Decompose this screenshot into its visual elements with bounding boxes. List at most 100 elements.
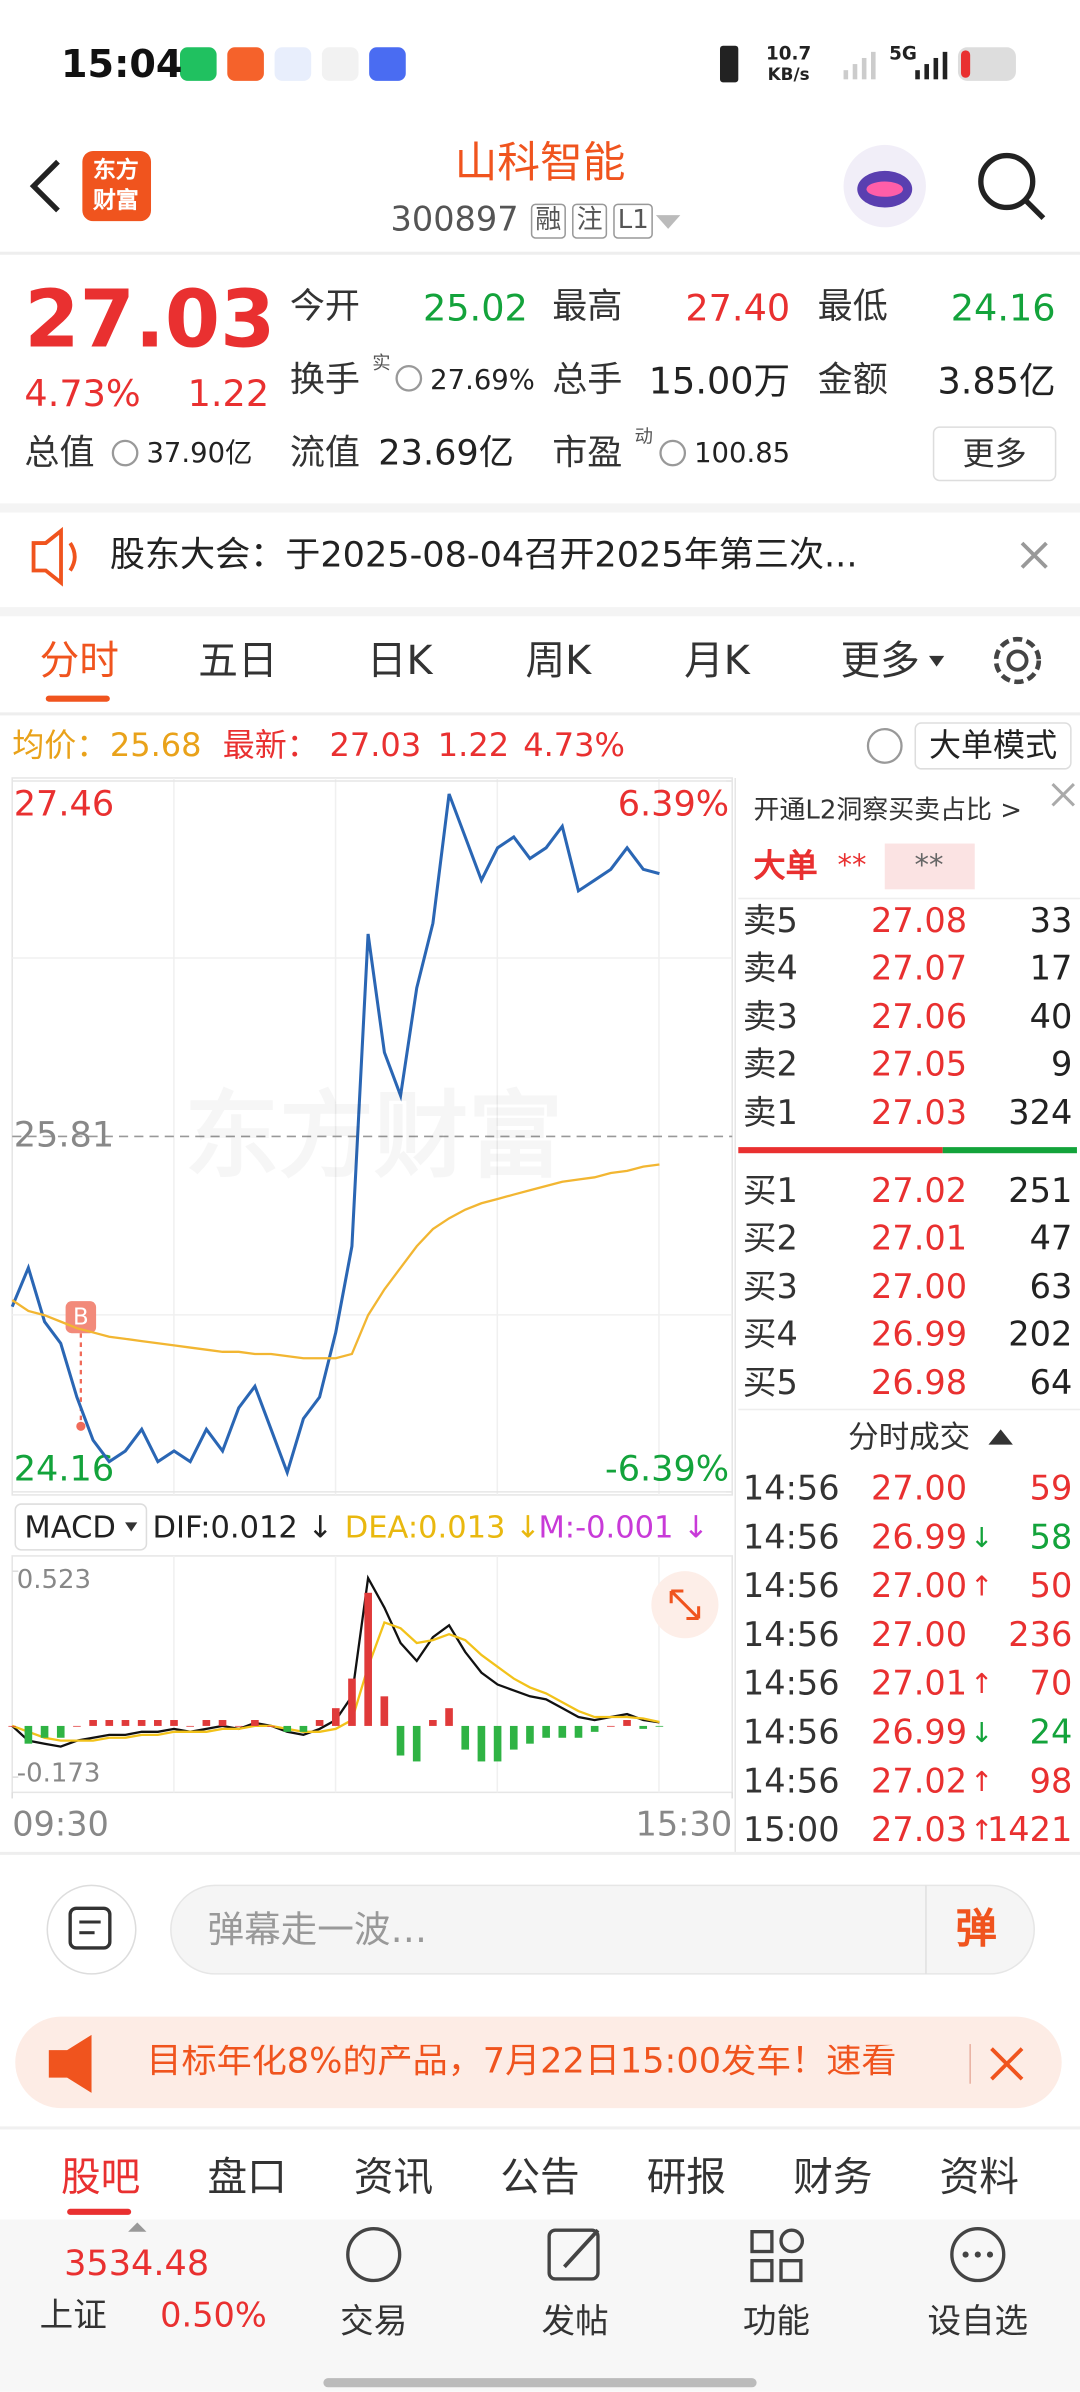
trade-time: 14:56 xyxy=(742,1470,840,1509)
content-tab[interactable]: 资讯 xyxy=(353,2155,434,2202)
book-label: 买2 xyxy=(742,1220,798,1259)
search-icon[interactable] xyxy=(978,152,1036,211)
stock-tag: 注 xyxy=(572,203,608,239)
ratio-bar-buy xyxy=(942,1147,1077,1154)
help-icon[interactable] xyxy=(866,728,903,764)
app-icon xyxy=(369,47,406,81)
period-tab[interactable]: 月K xyxy=(684,639,750,685)
histogram-bar xyxy=(526,1725,534,1744)
histogram-bar xyxy=(380,1696,389,1726)
more-button[interactable]: 更多 xyxy=(962,435,1027,473)
close-icon[interactable] xyxy=(1020,541,1048,569)
latest-label: 最新： xyxy=(222,726,319,764)
book-volume: 63 xyxy=(1029,1269,1073,1308)
trade-volume: 24 xyxy=(1029,1714,1073,1753)
book-volume: 17 xyxy=(1029,950,1073,989)
vibrate-icon xyxy=(719,45,739,83)
bottom-nav xyxy=(0,2219,1080,2392)
signal-strong xyxy=(915,51,948,80)
l2-promo[interactable]: 开通L2洞察买卖占比 > xyxy=(753,795,1022,827)
comment-placeholder[interactable]: 弹幕走一波… xyxy=(207,1908,428,1952)
histogram-bar xyxy=(639,1725,648,1729)
period-tab[interactable]: 五日 xyxy=(198,639,278,685)
histogram-bar xyxy=(8,1725,17,1727)
period-tab[interactable]: 分时 xyxy=(39,639,119,685)
back-arrow[interactable] xyxy=(29,159,60,213)
content-tab[interactable]: 资料 xyxy=(939,2155,1019,2202)
content-tab[interactable]: 研报 xyxy=(646,2155,727,2202)
book-label: 买4 xyxy=(742,1316,798,1355)
nav-icon xyxy=(950,2226,1006,2283)
index-name: 上证 xyxy=(39,2297,107,2336)
menu-button[interactable] xyxy=(46,1884,137,1975)
histogram-bar xyxy=(89,1720,97,1726)
nav-item[interactable]: 功能 xyxy=(742,2303,811,2342)
change: 1.22 xyxy=(187,372,270,415)
macd-frame xyxy=(11,1555,733,1794)
mode-button-bg[interactable] xyxy=(914,722,1072,770)
buy-marker[interactable] xyxy=(65,1301,97,1334)
histogram-bar xyxy=(445,1708,453,1726)
info-icon[interactable] xyxy=(659,439,687,467)
dropdown-icon[interactable] xyxy=(655,215,681,229)
ratio-bar-sell xyxy=(738,1147,943,1154)
m-label: M:-0.001 ↓ xyxy=(538,1508,709,1546)
histogram-bar xyxy=(590,1725,599,1732)
close-icon[interactable] xyxy=(1051,782,1075,807)
period-tab[interactable]: 周K xyxy=(525,639,592,685)
notice-text[interactable]: 股东大会：于2025-08-04召开2025年第三次... xyxy=(109,536,858,576)
content-tab[interactable]: 股吧 xyxy=(61,2155,141,2202)
content-tab[interactable]: 公告 xyxy=(500,2155,580,2202)
book-price: 27.07 xyxy=(871,950,968,989)
nav-item[interactable]: 发帖 xyxy=(541,2303,609,2342)
trade-arrow: ↑ xyxy=(970,1571,994,1604)
field-value: 100.85 xyxy=(694,437,791,470)
content-tab[interactable]: 盘口 xyxy=(207,2155,287,2202)
book-label: 卖5 xyxy=(742,903,798,942)
content-tab[interactable]: 财务 xyxy=(793,2155,873,2202)
big-order-value: ** xyxy=(837,848,867,883)
latest-change: 1.22 xyxy=(437,726,510,764)
close-icon[interactable] xyxy=(990,2047,1024,2081)
book-volume: 202 xyxy=(1008,1316,1073,1355)
book-label: 卖1 xyxy=(742,1095,798,1134)
index-change: 0.50% xyxy=(160,2297,267,2336)
indicator-select[interactable] xyxy=(14,1503,148,1551)
trade-time: 14:56 xyxy=(742,1763,840,1802)
histogram-bar xyxy=(607,1725,615,1727)
book-volume: 324 xyxy=(1008,1095,1073,1134)
danmaku-button[interactable]: 弹 xyxy=(955,1906,997,1954)
nav-item[interactable]: 设自选 xyxy=(927,2303,1029,2342)
histogram-bar xyxy=(412,1725,421,1762)
series-line xyxy=(10,793,660,1478)
promo-text[interactable]: 目标年化8%的产品，7月22日15:00发车！速看 xyxy=(146,2044,897,2080)
info-icon[interactable] xyxy=(111,439,139,467)
field-label: 最低 xyxy=(817,287,888,328)
change-pct: 4.73% xyxy=(24,372,141,415)
mode-button[interactable]: 大单模式 xyxy=(928,726,1058,764)
period-tab[interactable]: 更多 xyxy=(840,639,920,685)
field-label: 流值 xyxy=(289,433,360,474)
avg-label: 均价： xyxy=(12,726,109,764)
promo-banner[interactable] xyxy=(15,2016,1062,2109)
more-button-bg[interactable] xyxy=(932,426,1057,482)
trade-arrow: ↑ xyxy=(970,1668,994,1701)
trade-arrow: ↓ xyxy=(970,1522,994,1555)
comment-input[interactable] xyxy=(170,1884,1035,1975)
nav-item[interactable]: 交易 xyxy=(340,2303,408,2342)
book-price: 27.05 xyxy=(871,1046,968,1085)
period-tab[interactable]: 日K xyxy=(366,639,433,685)
trade-arrow: ↑ xyxy=(970,1766,994,1799)
book-price: 27.00 xyxy=(871,1269,968,1308)
latest-change-pct: 4.73% xyxy=(523,726,625,764)
battery xyxy=(957,47,1016,81)
histogram-bar xyxy=(477,1725,486,1762)
trade-time: 14:56 xyxy=(742,1568,840,1607)
indicator-name[interactable]: MACD xyxy=(24,1508,116,1546)
y-tick-label: 0.523 xyxy=(17,1565,91,1595)
info-icon[interactable] xyxy=(395,364,423,392)
app-icon xyxy=(179,47,217,81)
histogram-bar xyxy=(73,1725,81,1727)
trade-volume: 58 xyxy=(1029,1519,1073,1558)
tab-underline xyxy=(45,695,110,702)
